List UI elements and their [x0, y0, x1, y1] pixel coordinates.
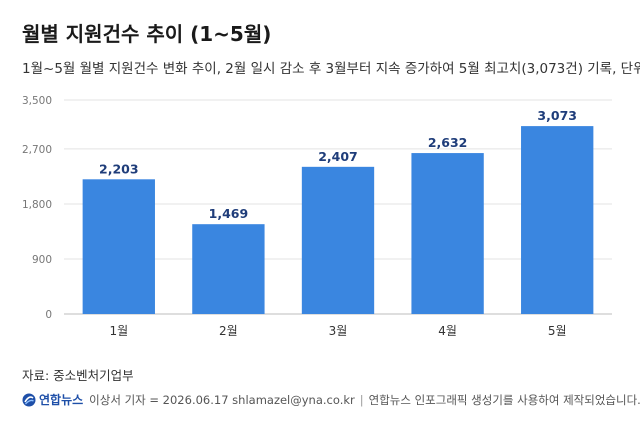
source-note: 자료: 중소벤처기업부: [22, 368, 134, 383]
x-tick-label: 4월: [438, 324, 457, 338]
data-label: 2,203: [99, 161, 139, 176]
generator-notice: 연합뉴스 인포그래픽 생성기를 사용하여 제작되었습니다.: [368, 392, 640, 407]
reporter-credit: 이상서 기자 = 2026.06.17 shlamazel@yna.co.kr: [89, 392, 355, 407]
data-label: 2,632: [428, 135, 468, 150]
x-tick-label: 2월: [219, 324, 238, 338]
data-label: 2,407: [318, 149, 358, 164]
x-tick-label: 3월: [329, 324, 348, 338]
page-subtitle: 1월~5월 월별 지원건수 변화 추이, 2월 일시 감소 후 3월부터 지속 …: [22, 61, 640, 77]
y-tick-label: 0: [45, 309, 52, 321]
logo-text: 연합뉴스: [39, 393, 84, 407]
bar: [192, 224, 265, 314]
data-label: 3,073: [537, 108, 577, 123]
yonhap-logo-icon: [22, 393, 36, 406]
data-label: 1,469: [209, 206, 249, 221]
x-tick-label: 5월: [548, 324, 567, 338]
y-tick-label: 2,700: [22, 144, 52, 156]
x-tick-label: 1월: [109, 324, 128, 338]
y-tick-label: 900: [32, 254, 52, 266]
bar: [411, 153, 484, 314]
footer-credit: 연합뉴스 이상서 기자 = 2026.06.17 shlamazel@yna.c…: [22, 391, 640, 408]
bar: [521, 126, 594, 314]
yonhap-logo: 연합뉴스: [22, 391, 83, 408]
bar: [82, 179, 155, 314]
bar: [301, 166, 375, 314]
y-tick-label: 1,800: [22, 199, 52, 211]
page-title: 월별 지원건수 추이 (1~5월): [22, 22, 272, 46]
y-tick-label: 3,500: [22, 95, 52, 107]
footer-separator: |: [359, 392, 364, 407]
